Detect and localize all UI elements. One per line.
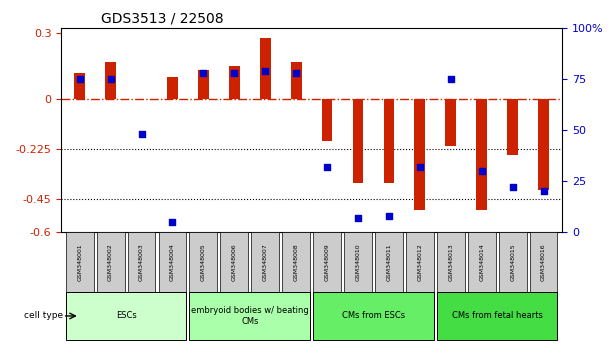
FancyBboxPatch shape [189, 232, 218, 292]
Bar [260, 38, 271, 99]
FancyBboxPatch shape [128, 232, 155, 292]
Point [167, 219, 177, 225]
FancyBboxPatch shape [344, 232, 372, 292]
Text: GSM348001: GSM348001 [77, 243, 82, 281]
FancyBboxPatch shape [437, 292, 557, 340]
Bar [291, 62, 302, 99]
Text: GSM348012: GSM348012 [417, 243, 422, 281]
Text: ESCs: ESCs [115, 312, 136, 320]
Text: embryoid bodies w/ beating
CMs: embryoid bodies w/ beating CMs [191, 306, 309, 326]
FancyBboxPatch shape [158, 232, 186, 292]
FancyBboxPatch shape [221, 232, 248, 292]
Bar [538, 99, 549, 190]
Text: GSM348004: GSM348004 [170, 243, 175, 281]
Bar [198, 70, 209, 99]
Text: GSM348014: GSM348014 [479, 243, 484, 281]
Text: GDS3513 / 22508: GDS3513 / 22508 [101, 12, 224, 26]
Bar [229, 66, 240, 99]
FancyBboxPatch shape [499, 232, 527, 292]
Text: cell type: cell type [23, 312, 63, 320]
Bar [321, 99, 332, 141]
Point [291, 70, 301, 76]
FancyBboxPatch shape [97, 232, 125, 292]
Text: GSM348006: GSM348006 [232, 243, 237, 281]
Bar [445, 99, 456, 146]
Text: GSM348002: GSM348002 [108, 243, 113, 281]
Bar [384, 99, 394, 183]
Point [75, 76, 84, 82]
FancyBboxPatch shape [313, 292, 434, 340]
FancyBboxPatch shape [66, 232, 93, 292]
Text: GSM348016: GSM348016 [541, 243, 546, 281]
Point [477, 168, 486, 174]
Point [415, 164, 425, 170]
Text: GSM348015: GSM348015 [510, 243, 515, 281]
Bar [477, 99, 487, 210]
Text: GSM348003: GSM348003 [139, 243, 144, 281]
Point [539, 189, 549, 194]
Point [199, 70, 208, 76]
FancyBboxPatch shape [530, 232, 557, 292]
FancyBboxPatch shape [468, 232, 496, 292]
Text: GSM348011: GSM348011 [386, 243, 392, 281]
Bar [507, 99, 518, 155]
Bar [75, 73, 85, 99]
Text: GSM348009: GSM348009 [324, 243, 329, 281]
Bar [105, 62, 116, 99]
Point [137, 132, 147, 137]
Point [106, 76, 115, 82]
FancyBboxPatch shape [66, 292, 186, 340]
FancyBboxPatch shape [406, 232, 434, 292]
Point [229, 70, 239, 76]
Text: GSM348007: GSM348007 [263, 243, 268, 281]
Text: GSM348008: GSM348008 [294, 243, 299, 281]
Point [260, 68, 270, 74]
Point [384, 213, 394, 219]
Point [446, 76, 456, 82]
Bar [167, 77, 178, 99]
Text: GSM348013: GSM348013 [448, 243, 453, 281]
Text: GSM348005: GSM348005 [201, 243, 206, 281]
Point [353, 215, 363, 221]
Text: CMs from ESCs: CMs from ESCs [342, 312, 405, 320]
FancyBboxPatch shape [282, 232, 310, 292]
FancyBboxPatch shape [251, 232, 279, 292]
Point [508, 184, 518, 190]
FancyBboxPatch shape [437, 232, 465, 292]
Bar [414, 99, 425, 210]
Text: CMs from fetal hearts: CMs from fetal hearts [452, 312, 543, 320]
Point [322, 164, 332, 170]
Bar [353, 99, 364, 183]
FancyBboxPatch shape [189, 292, 310, 340]
Text: GSM348010: GSM348010 [356, 243, 360, 281]
FancyBboxPatch shape [375, 232, 403, 292]
FancyBboxPatch shape [313, 232, 341, 292]
